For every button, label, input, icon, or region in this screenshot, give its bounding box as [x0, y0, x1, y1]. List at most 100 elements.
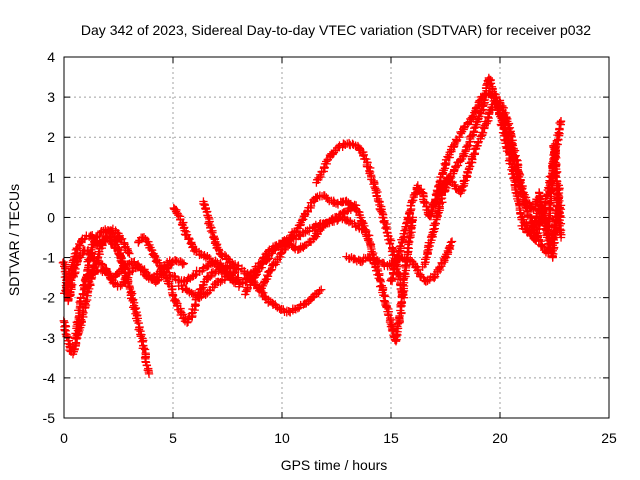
data-point	[556, 233, 566, 242]
data-point	[200, 200, 209, 209]
data-point	[405, 207, 414, 217]
data-point	[153, 276, 163, 285]
data-point	[544, 229, 553, 239]
data-point	[251, 271, 260, 280]
plot-frame	[63, 56, 610, 419]
data-point	[523, 198, 533, 207]
data-point	[282, 238, 292, 247]
data-point	[179, 259, 189, 268]
data-point	[402, 218, 412, 227]
data-point	[144, 369, 154, 379]
data-point	[191, 270, 200, 279]
data-point	[507, 140, 517, 149]
series-track-j	[199, 197, 243, 271]
y-tick-label: 2	[47, 129, 55, 145]
data-point	[111, 271, 120, 280]
data-point	[125, 249, 134, 258]
data-point	[446, 238, 456, 247]
series-track-f	[134, 233, 239, 327]
y-tick-label: 1	[47, 169, 55, 185]
data-point	[214, 245, 223, 254]
data-point	[534, 188, 544, 197]
data-point	[187, 288, 196, 298]
data-point	[93, 266, 103, 275]
data-point	[550, 155, 559, 164]
data-point	[178, 260, 187, 269]
tick-layer: 0 5 10 15 20 25 -5 -4 -3 -2 -1 0 1 2 3 4	[43, 49, 617, 446]
data-point	[556, 117, 566, 126]
y-tick-label: 3	[47, 89, 55, 105]
data-point	[438, 169, 447, 178]
series-track-e	[81, 255, 189, 284]
data-point	[140, 267, 149, 276]
data-point	[70, 249, 80, 258]
data-point	[373, 256, 382, 265]
chart-title: Day 342 of 2023, Sidereal Day-to-day VTE…	[81, 22, 591, 38]
data-point	[555, 196, 564, 206]
data-point	[116, 281, 125, 291]
data-point	[97, 239, 106, 248]
data-point	[259, 288, 268, 297]
data-point	[81, 297, 91, 306]
data-point	[404, 214, 413, 223]
x-tick-label: 15	[383, 430, 399, 446]
data-point	[367, 247, 376, 256]
data-point	[387, 275, 396, 284]
x-axis-label: GPS time / hours	[281, 457, 388, 473]
data-point	[61, 286, 70, 295]
data-point	[430, 219, 440, 228]
data-point	[472, 141, 481, 151]
data-point	[205, 272, 215, 282]
y-tick-label: -5	[43, 410, 56, 426]
data-point	[373, 187, 382, 197]
data-point	[427, 231, 436, 241]
series-track-n	[255, 191, 417, 346]
data-point	[345, 200, 354, 210]
series-track-i	[174, 265, 243, 303]
data-point	[390, 335, 400, 344]
data-point	[450, 180, 459, 189]
y-tick-label: 4	[47, 49, 55, 65]
y-tick-label: -4	[43, 370, 56, 386]
data-point	[91, 260, 100, 270]
series-track-h	[164, 256, 243, 287]
y-axis-label: SDTVAR / TECUs	[6, 184, 22, 296]
series-track-o	[312, 138, 409, 302]
data-point	[67, 262, 76, 271]
data-point	[502, 113, 511, 122]
data-point	[353, 221, 363, 230]
data-point	[157, 263, 166, 272]
data-point	[187, 309, 196, 318]
data-point	[109, 242, 119, 252]
data-point	[60, 325, 69, 334]
data-point	[344, 217, 354, 227]
series-track-t	[517, 139, 566, 242]
data-point	[420, 197, 429, 207]
data-point	[134, 237, 143, 247]
data-point	[172, 297, 181, 307]
data-point	[455, 132, 464, 142]
data-point	[208, 228, 217, 237]
data-point	[78, 289, 87, 299]
series-layer	[58, 73, 566, 379]
data-point	[263, 255, 272, 264]
data-point	[447, 237, 457, 246]
data-point	[402, 219, 411, 228]
data-point	[381, 223, 390, 233]
data-point	[170, 271, 179, 281]
data-point	[156, 262, 165, 271]
data-point	[123, 248, 132, 257]
data-point	[182, 318, 192, 327]
data-point	[529, 205, 538, 214]
x-tick-label: 10	[274, 430, 290, 446]
data-point	[300, 241, 309, 250]
series-track-p	[342, 237, 457, 286]
data-point	[482, 81, 491, 90]
data-point	[266, 266, 275, 275]
data-point	[80, 234, 89, 243]
data-point	[515, 177, 525, 186]
data-point	[496, 120, 506, 129]
data-point	[486, 79, 496, 88]
